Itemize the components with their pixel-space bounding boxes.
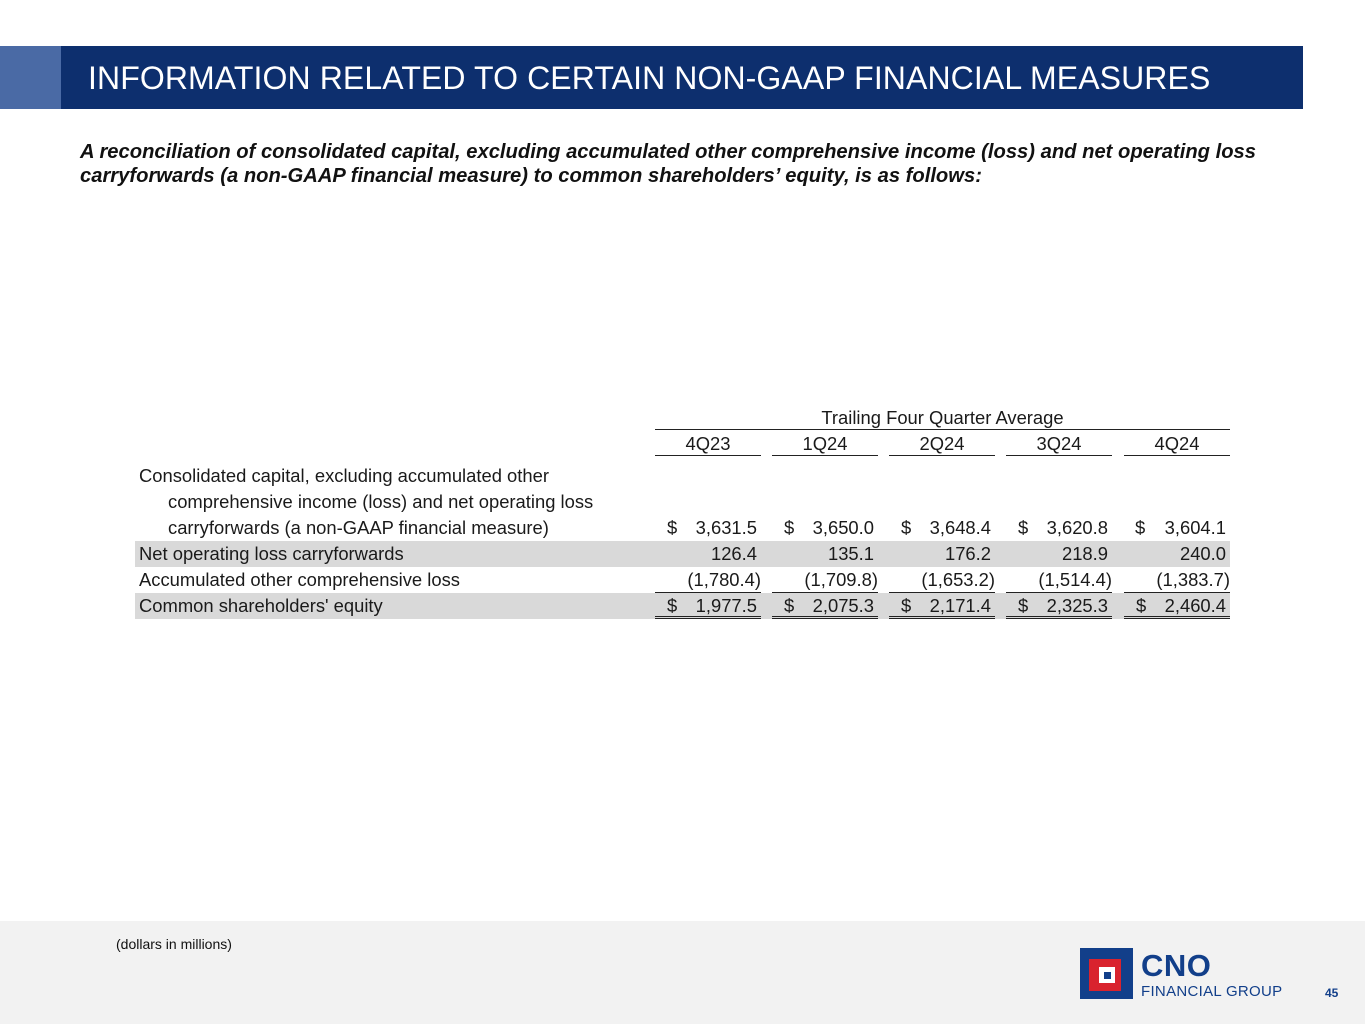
logo-name: CNO <box>1141 948 1212 983</box>
title-bar: INFORMATION RELATED TO CERTAIN NON-GAAP … <box>61 46 1303 109</box>
footer: (dollars in millions) CNO FINANCIAL GROU… <box>0 921 1365 1024</box>
column-header: 3Q24 <box>1006 432 1112 456</box>
footnote: (dollars in millions) <box>116 936 232 952</box>
row-label: Accumulated other comprehensive loss <box>139 569 460 590</box>
table-cell: 218.9 <box>1061 543 1108 564</box>
table-cell: $3,648.4 <box>901 517 991 538</box>
table-cell: (1,653.2) <box>889 567 995 593</box>
table-cell: (1,709.8) <box>772 567 878 593</box>
table-cell: $1,977.5 <box>655 593 761 619</box>
table-cell: $2,460.4 <box>1124 593 1230 619</box>
table-cell: $3,620.8 <box>1018 517 1108 538</box>
page-title: INFORMATION RELATED TO CERTAIN NON-GAAP … <box>88 60 1211 96</box>
table-cell: $2,325.3 <box>1006 593 1112 619</box>
table-row: Net operating loss carryforwards 126.4 1… <box>135 541 1230 567</box>
table-cell: 126.4 <box>710 543 757 564</box>
table-cell: 135.1 <box>827 543 874 564</box>
table-cell: (1,780.4) <box>655 567 761 593</box>
table-cell: 240.0 <box>1179 543 1226 564</box>
table-cell: $3,650.0 <box>784 517 874 538</box>
row-label: comprehensive income (loss) and net oper… <box>168 491 594 512</box>
table-row: Common shareholders' equity $1,977.5 $2,… <box>135 593 1230 619</box>
table-cell: 176.2 <box>944 543 991 564</box>
row-label: carryforwards (a non-GAAP financial meas… <box>168 517 549 538</box>
page-number: 45 <box>1325 986 1339 1000</box>
column-header: 1Q24 <box>772 432 878 456</box>
table-row: Accumulated other comprehensive loss (1,… <box>135 567 1230 593</box>
intro-text: A reconciliation of consolidated capital… <box>80 141 1256 187</box>
cno-logo: CNO FINANCIAL GROUP <box>1080 948 1310 1002</box>
row-label: Net operating loss carryforwards <box>139 543 404 564</box>
row-label: Consolidated capital, excluding accumula… <box>139 465 549 486</box>
table-cell: $3,604.1 <box>1135 517 1226 538</box>
table-cell: (1,383.7) <box>1124 567 1230 593</box>
table-cell: $2,171.4 <box>889 593 995 619</box>
cno-logo-mark-icon <box>1080 948 1133 999</box>
table-cell: (1,514.4) <box>1006 567 1112 593</box>
logo-subtitle: FINANCIAL GROUP <box>1141 983 1283 1000</box>
column-header: 2Q24 <box>889 432 995 456</box>
row-label: Common shareholders' equity <box>139 595 383 616</box>
column-header: 4Q24 <box>1124 432 1230 456</box>
table-cell: $3,631.5 <box>667 517 757 538</box>
column-header: 4Q23 <box>655 432 761 456</box>
title-accent-block <box>0 46 61 109</box>
table-cell: $2,075.3 <box>772 593 878 619</box>
group-header: Trailing Four Quarter Average <box>655 405 1230 430</box>
